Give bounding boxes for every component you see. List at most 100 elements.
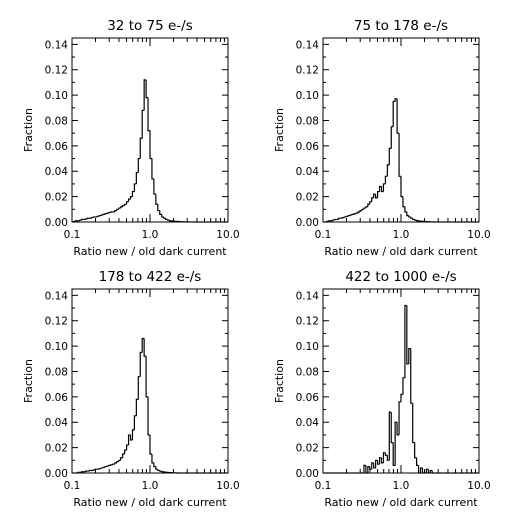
- histogram-bin: [380, 457, 384, 464]
- histogram-bin: [165, 218, 168, 221]
- histogram-bin: [392, 442, 396, 466]
- histogram-bin: [406, 305, 409, 365]
- histogram-bin: [106, 465, 110, 467]
- histogram-bin: [400, 176, 403, 198]
- histogram-bin: [112, 463, 115, 465]
- histogram-bin: [163, 216, 166, 219]
- histogram-bin: [116, 208, 119, 211]
- y-tick-label: 0.08: [296, 115, 319, 127]
- histogram-bin: [378, 457, 382, 465]
- histogram-bin: [334, 218, 337, 221]
- histogram-bin: [139, 137, 143, 159]
- x-tick-label: 0.1: [64, 480, 81, 492]
- x-tick-label: 1.0: [142, 480, 159, 492]
- histogram-bin: [133, 183, 137, 192]
- histogram-bin: [143, 79, 147, 111]
- histogram-bin: [398, 133, 401, 177]
- histogram-bin: [396, 422, 400, 436]
- histogram-bin: [414, 442, 417, 459]
- y-axis-label: Fraction: [22, 108, 35, 152]
- histogram-bin: [126, 201, 129, 205]
- chart-panel-2: 75 to 178 e-/s 0.00 0.02 0.04 0.06 0.08 0.10 0.…: [273, 18, 491, 258]
- y-tick-label: 0.10: [45, 90, 68, 102]
- y-axis-label: Fraction: [22, 359, 35, 403]
- histogram-bin: [104, 213, 108, 215]
- histogram-bin: [96, 215, 100, 217]
- x-tick-label: 10.0: [467, 229, 490, 241]
- histogram-bin: [168, 220, 172, 222]
- x-tick-label: 1.0: [142, 229, 159, 241]
- y-tick-label: 0.04: [45, 417, 69, 429]
- histogram-bin: [371, 462, 374, 470]
- histogram-bin: [373, 462, 376, 469]
- y-tick-label: 0.08: [45, 115, 68, 127]
- histogram-bin: [110, 211, 113, 213]
- histogram-bin: [114, 462, 117, 465]
- histogram-bin: [361, 208, 364, 211]
- histogram-bin: [402, 377, 405, 395]
- histogram-bin: [414, 219, 417, 221]
- chart-panel-4: 422 to 1000 e-/s0.000.020.040.060.080.10…: [273, 269, 491, 509]
- histogram-bin: [363, 207, 366, 210]
- histogram-bin: [421, 467, 425, 474]
- histogram-bin: [365, 465, 368, 474]
- y-tick-label: 0.14: [45, 290, 69, 302]
- y-tick-label: 0.10: [296, 341, 319, 353]
- chart-title: 178 to 422 e-/s: [99, 269, 202, 285]
- histogram-bin: [408, 348, 411, 364]
- y-axis-label: Fraction: [273, 108, 286, 152]
- histogram-bin: [345, 215, 349, 217]
- histogram-bin: [349, 214, 353, 216]
- histogram-bin: [369, 466, 372, 470]
- histogram-series: [72, 337, 228, 474]
- y-tick-label: 0.02: [45, 443, 68, 455]
- y-tick-label: 0.00: [45, 468, 68, 480]
- histogram-bin: [137, 157, 141, 173]
- histogram-bin: [382, 452, 386, 463]
- histogram-bin: [98, 467, 102, 470]
- histogram-bin: [122, 453, 125, 458]
- histogram-bin: [108, 464, 111, 467]
- histogram-bin: [141, 109, 145, 139]
- histogram-bin: [369, 201, 372, 205]
- y-tick-label: 0.06: [45, 392, 69, 404]
- chart-title: 32 to 75 e-/s: [107, 18, 193, 34]
- histogram-bin: [367, 466, 370, 473]
- histogram-bin: [79, 219, 82, 221]
- histogram-bin: [427, 469, 431, 474]
- histogram-bin: [87, 217, 90, 219]
- histogram-bin: [408, 215, 411, 218]
- histogram-bin: [416, 457, 419, 466]
- x-tick-label: 10.0: [216, 480, 239, 492]
- y-tick-label: 0.10: [296, 90, 319, 102]
- panels: 32 to 75 e-/s 0.00 0.02 0.04 0.06 0.08 0.10 0.1…: [22, 18, 491, 509]
- histogram-bin: [365, 206, 368, 209]
- histogram-bin: [131, 429, 135, 441]
- y-tick-label: 0.08: [45, 366, 68, 378]
- histogram-bin: [81, 218, 84, 221]
- y-tick-label: 0.12: [45, 316, 68, 328]
- y-tick-label: 0.02: [296, 192, 319, 204]
- y-tick-label: 0.14: [296, 290, 320, 302]
- histogram-bin: [131, 190, 135, 197]
- histogram-bin: [81, 471, 84, 473]
- histogram-bin: [126, 444, 129, 451]
- histogram-bin: [353, 213, 357, 215]
- histogram-bin: [373, 193, 376, 198]
- histogram-bin: [90, 216, 94, 219]
- histogram-bin: [394, 421, 398, 466]
- histogram-bin: [412, 218, 415, 221]
- histogram-bin: [332, 219, 335, 221]
- x-tick-label: 0.1: [64, 229, 81, 241]
- y-tick-label: 0.00: [296, 217, 319, 229]
- histogram-bin: [155, 194, 158, 205]
- histogram-bin: [122, 204, 125, 207]
- chart-title: 75 to 178 e-/s: [354, 18, 448, 34]
- y-tick-label: 0.06: [296, 141, 320, 153]
- x-tick-label: 0.1: [315, 229, 332, 241]
- histogram-bin: [75, 220, 78, 222]
- histogram-bin: [85, 470, 88, 472]
- histogram-bin: [384, 175, 388, 184]
- y-tick-label: 0.12: [45, 65, 68, 77]
- histogram-bin: [363, 464, 366, 473]
